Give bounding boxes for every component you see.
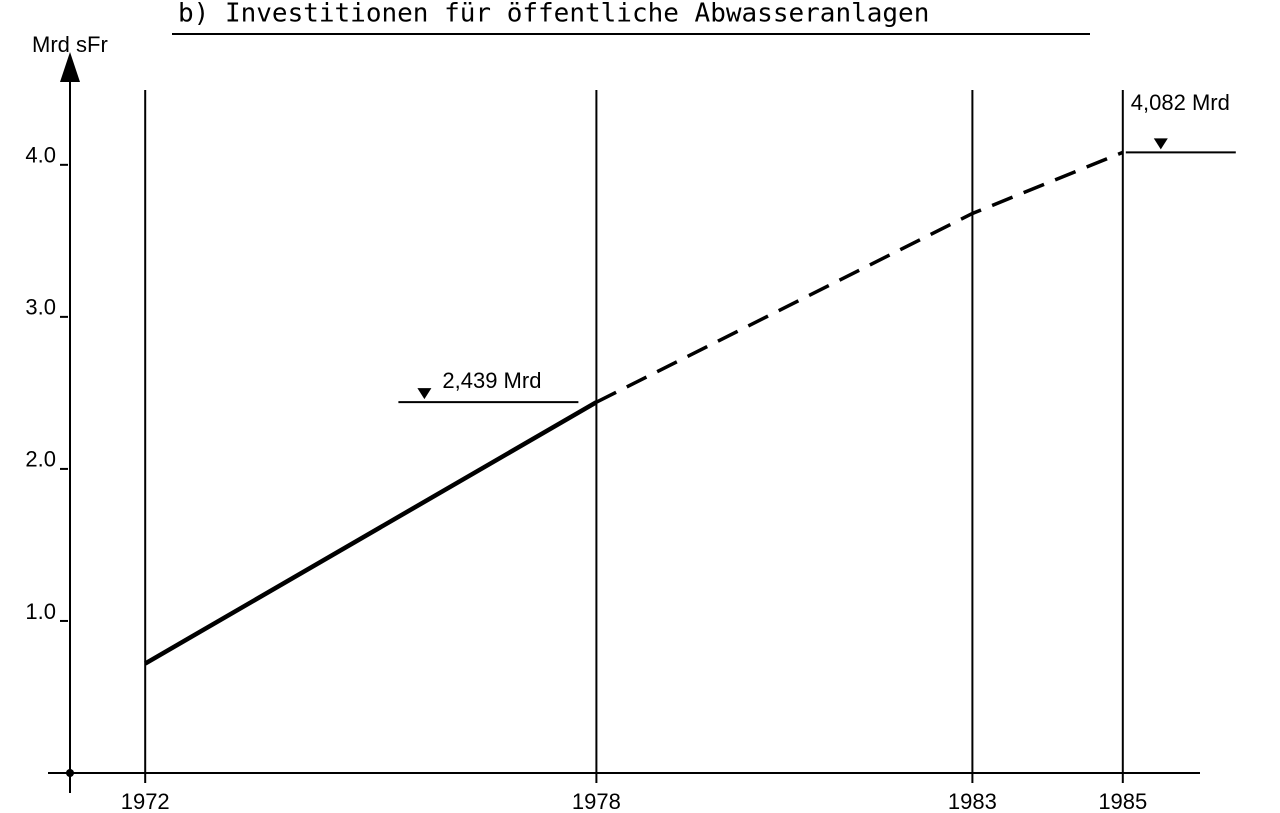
x-tick-label: 1978 xyxy=(572,789,621,813)
origin-dot xyxy=(66,769,74,777)
value-marker xyxy=(417,388,432,400)
y-tick-label: 3.0 xyxy=(25,295,56,320)
value-label: 4,082 Mrd xyxy=(1131,90,1230,115)
y-axis-arrow xyxy=(60,52,80,82)
data-line xyxy=(144,400,598,666)
value-marker xyxy=(1153,138,1168,150)
x-tick-label: 1983 xyxy=(948,789,997,813)
y-tick-label: 2.0 xyxy=(25,447,56,472)
x-tick-label: 1972 xyxy=(121,789,170,813)
data-line xyxy=(595,150,1124,404)
value-label: 2,439 Mrd xyxy=(442,368,541,393)
y-tick-label: 1.0 xyxy=(25,599,56,624)
y-tick-label: 4.0 xyxy=(25,143,56,168)
chart-title: b) Investitionen für öffentliche Abwasse… xyxy=(178,0,929,29)
x-tick-label: 1985 xyxy=(1098,789,1147,813)
